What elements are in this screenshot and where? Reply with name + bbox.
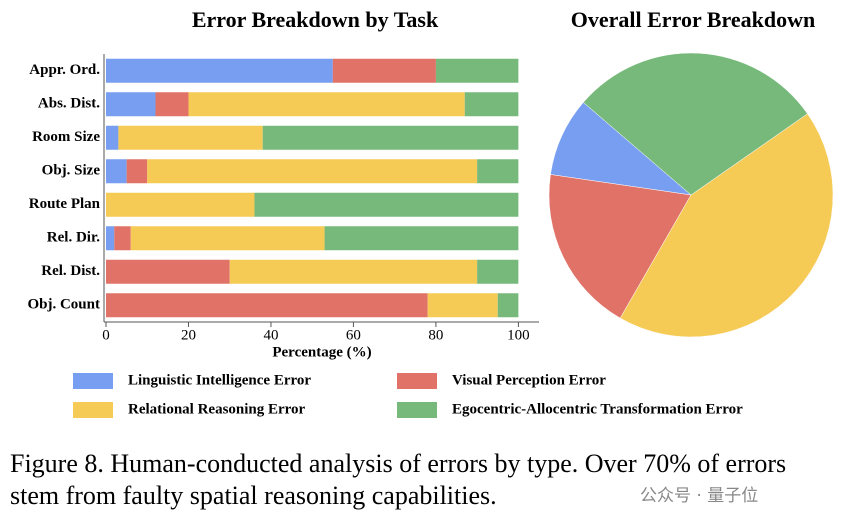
pie-slice [619,113,834,338]
y-tick-label: Obj. Count [27,297,100,313]
bar-segment [106,259,230,284]
y-tick-label: Appr. Ord. [29,62,100,78]
bar-title: Error Breakdown by Task [192,7,439,32]
bar-segment [254,192,519,217]
x-tick-label: 40 [263,327,278,343]
x-tick-label: 80 [428,327,443,343]
pie-slice [550,102,692,196]
bar-segment [262,125,519,150]
pie-slice [548,174,692,319]
pie-title: Overall Error Breakdown [571,7,815,32]
y-tick-label: Rel. Dist. [41,263,100,279]
bar-segment [155,92,189,117]
bar-segment [324,226,519,251]
legend-label: Linguistic Intelligence Error [128,372,311,388]
bar-segment [477,259,519,284]
legend-label: Visual Perception Error [452,372,606,388]
bar-segment [118,125,263,150]
bar-segment [106,92,156,117]
pie-slice [582,52,808,196]
caption: Figure 8. Human-conducted analysis of er… [10,449,787,510]
bar-segment [106,192,255,217]
bar-segment [229,259,478,284]
bar-segment [332,58,436,83]
bar-segment [106,125,119,150]
bar-segment [106,293,428,318]
legend-label: Egocentric-Allocentric Transformation Er… [452,401,743,417]
y-tick-label: Rel. Dir. [47,230,100,246]
y-tick-label: Route Plan [29,196,101,212]
legend-label: Relational Reasoning Error [128,401,306,417]
watermark: 公众号 · 量子位 [640,486,759,506]
chart: Error Breakdown by Task Overall Error Br… [27,7,834,418]
bar-segment [126,159,148,184]
bar-segment [427,293,498,318]
x-tick-label: 20 [181,327,196,343]
x-axis-label: Percentage (%) [272,344,371,360]
y-tick-label: Abs. Dist. [38,96,100,112]
legend-swatch [397,373,437,389]
x-tick-label: 100 [507,327,530,343]
bar-segment [147,159,478,184]
bar-segment [435,58,519,83]
bar-segment [106,159,127,184]
x-tick-label: 0 [102,327,110,343]
bar-segment [497,293,519,318]
bar-segment [464,92,519,117]
y-tick-label: Obj. Size [42,163,101,179]
legend-swatch [397,402,437,418]
bar-segment [477,159,519,184]
bar-segment [130,226,325,251]
bar-segment [188,92,465,117]
x-tick-label: 60 [346,327,361,343]
bar-segment [106,58,333,83]
bar-segment [114,226,131,251]
legend-swatch [73,373,113,389]
y-tick-label: Room Size [32,129,100,145]
legend-swatch [73,402,113,418]
bar-segment [106,226,115,251]
